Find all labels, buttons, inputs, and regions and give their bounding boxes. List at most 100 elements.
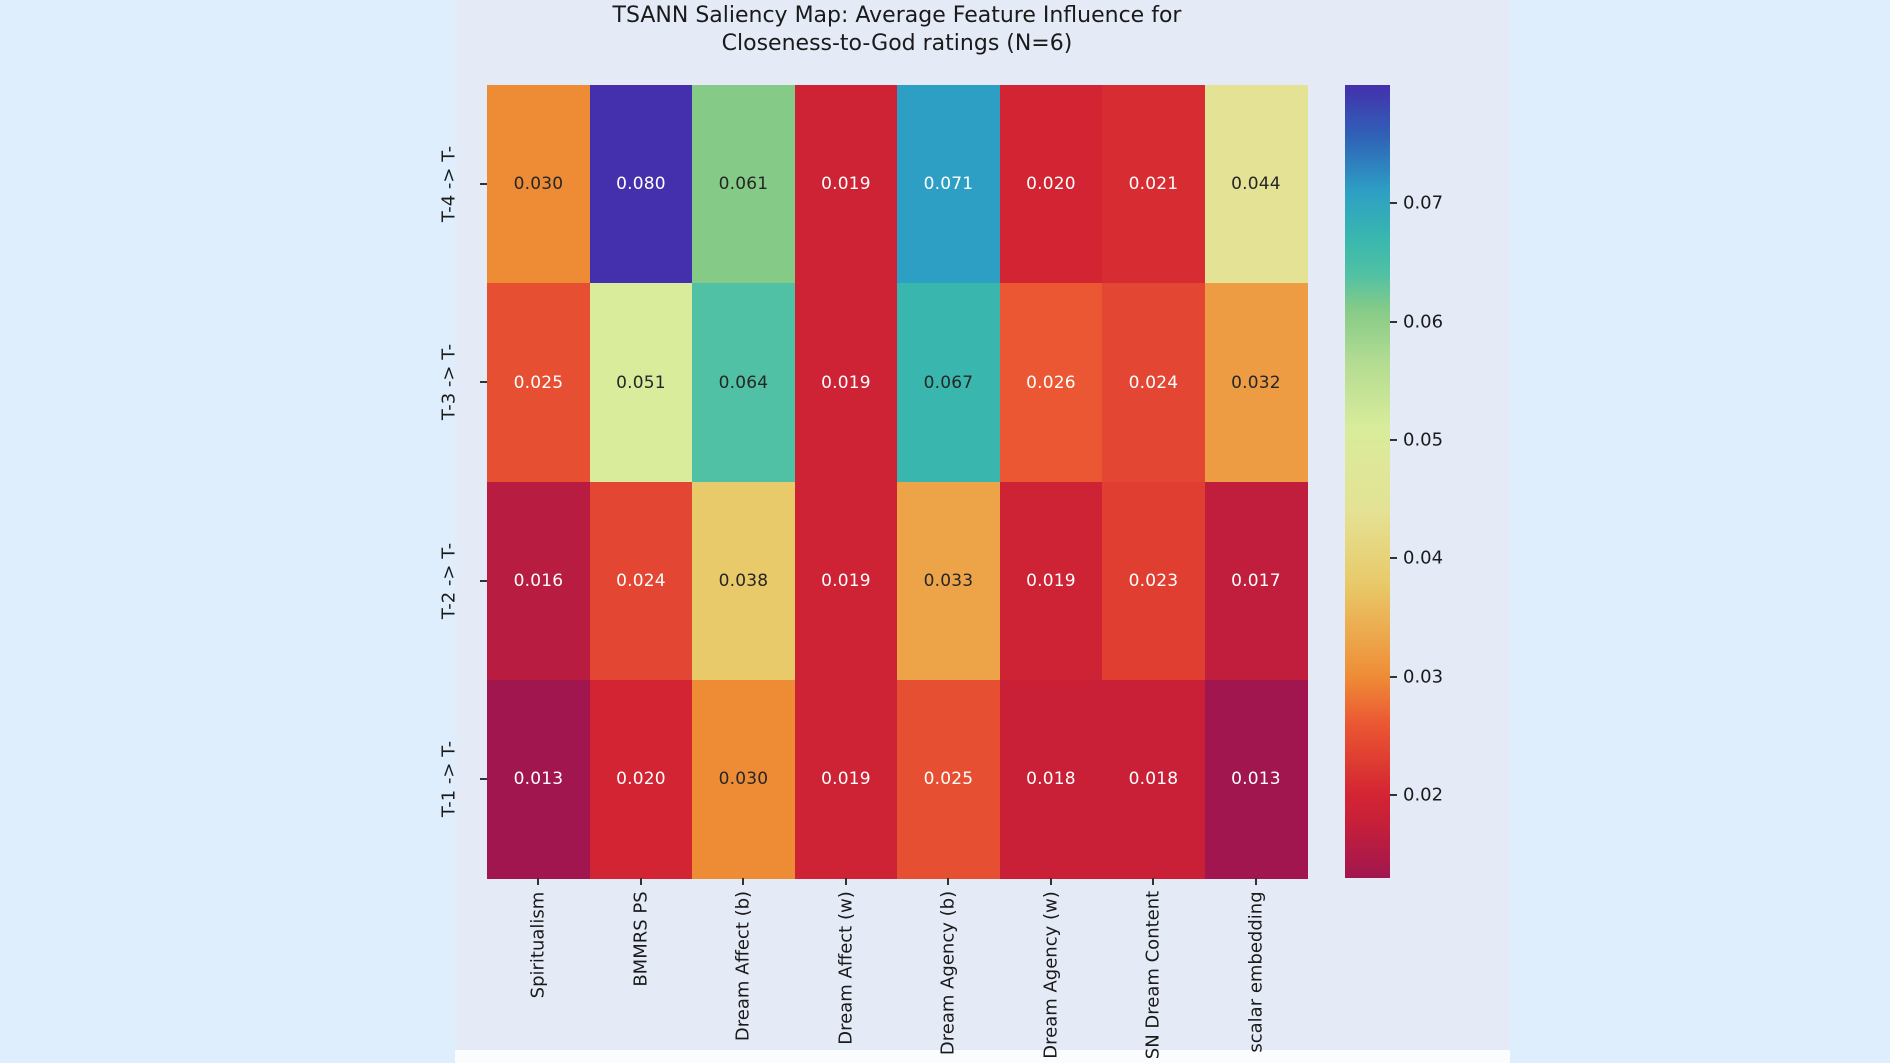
y-tick-label: T-4 -> T- [438,146,460,223]
x-tick-label: Dream Affect (b) [732,890,754,1042]
heatmap-cell: 0.019 [999,481,1103,681]
cell-value: 0.064 [718,372,769,393]
heatmap-plot-area: 0.030 0.080 0.061 0.019 0.071 0.020 0.021 0.044… [487,85,1308,879]
y-tick-label: T-2 -> T- [438,542,460,619]
cell-value: 0.067 [923,372,974,393]
x-tick-label: SN Dream Content [1142,890,1164,1060]
cell-value: 0.061 [718,174,769,195]
colorbar-tick [1390,794,1397,797]
colorbar-tick-label: 0.02 [1403,784,1444,806]
cell-value: 0.016 [513,570,564,591]
cell-value: 0.033 [923,570,974,591]
cell-value: 0.017 [1231,570,1281,591]
heatmap-cell: 0.024 [589,481,693,681]
x-axis-tick [947,878,950,885]
cell-value: 0.019 [821,570,871,591]
x-tick-label: Dream Agency (w) [1040,890,1062,1059]
heatmap-cell: 0.030 [487,85,590,284]
heatmap-cell: 0.020 [589,679,693,879]
heatmap-cell: 0.061 [692,85,795,284]
cell-value: 0.019 [821,769,871,790]
heatmap-cell: 0.019 [794,481,898,681]
colorbar-tick [1390,439,1397,442]
x-tick-label: Spiritualism [527,891,549,998]
y-tick-label: T-1 -> T- [438,740,460,817]
x-axis-tick [1254,878,1257,885]
heatmap-cell: 0.080 [589,85,693,284]
cell-value: 0.019 [1026,570,1076,591]
x-axis-tick [844,878,847,885]
x-axis-tick [537,878,540,885]
cell-value: 0.026 [1026,372,1076,393]
cell-value: 0.025 [513,372,564,393]
heatmap-cell: 0.018 [999,679,1103,879]
cell-value: 0.024 [616,570,666,591]
chart-title-line1: TSANN Saliency Map: Average Feature Infl… [612,3,1182,28]
cell-value: 0.019 [821,372,871,393]
x-axis-tick [1049,878,1052,885]
cell-value: 0.025 [923,769,974,790]
heatmap-cell: 0.016 [487,481,590,681]
cell-value: 0.019 [821,174,871,195]
heatmap-cell: 0.025 [487,283,590,482]
colorbar-tick [1390,675,1397,678]
heatmap-cell: 0.044 [1204,85,1308,284]
figure-bottom-strip [455,1050,1510,1063]
cell-value: 0.021 [1128,174,1179,195]
heatmap-cell: 0.071 [897,85,1000,284]
heatmap-cell: 0.023 [1102,481,1205,681]
heatmap-cell: 0.067 [897,283,1000,482]
heatmap-cell: 0.018 [1102,679,1205,879]
colorbar-tick [1390,202,1397,205]
cell-value: 0.018 [1128,769,1179,790]
heatmap-cell: 0.017 [1204,481,1308,681]
heatmap-cell: 0.033 [897,481,1000,681]
cell-value: 0.051 [616,372,666,393]
cell-value: 0.038 [718,570,769,591]
x-tick-label: Dream Affect (w) [835,890,857,1045]
cell-value: 0.018 [1026,769,1076,790]
y-tick-label: T-3 -> T- [438,344,460,421]
cell-value: 0.020 [1026,174,1076,195]
colorbar-tick-label: 0.07 [1403,192,1444,214]
heatmap-cell: 0.013 [1204,679,1308,879]
y-axis-tick [480,381,487,384]
cell-value: 0.030 [718,769,769,790]
heatmap-cell: 0.032 [1204,283,1308,482]
x-axis-tick [742,878,745,885]
x-tick-label: scalar embedding [1245,890,1267,1053]
cell-value: 0.020 [616,769,666,790]
heatmap-cell: 0.013 [487,679,590,879]
heatmap-cell: 0.051 [589,283,693,482]
cell-value: 0.071 [923,174,974,195]
heatmap-cell: 0.026 [999,283,1103,482]
heatmap-cell: 0.019 [794,85,898,284]
cell-value: 0.013 [513,769,564,790]
y-axis-tick [480,579,487,582]
heatmap-cell: 0.020 [999,85,1103,284]
heatmap-cell: 0.024 [1102,283,1205,482]
cell-value: 0.013 [1231,769,1281,790]
cell-value: 0.032 [1231,372,1281,393]
colorbar-tick-label: 0.03 [1403,666,1444,688]
x-axis-tick [639,878,642,885]
x-tick-label: Dream Agency (b) [937,890,959,1056]
colorbar-tick-label: 0.04 [1403,547,1444,569]
y-axis-tick [480,183,487,186]
chart-title-line2: Closeness-to-God ratings (N=6) [721,31,1073,56]
cell-value: 0.080 [616,174,666,195]
colorbar-tick [1390,557,1397,560]
cell-value: 0.023 [1128,570,1179,591]
heatmap-cell: 0.025 [897,679,1000,879]
heatmap-cell: 0.038 [692,481,795,681]
heatmap-cell: 0.030 [692,679,795,879]
heatmap-cell: 0.019 [794,283,898,482]
cell-value: 0.030 [513,174,564,195]
colorbar [1345,85,1390,878]
heatmap-cell: 0.064 [692,283,795,482]
colorbar-tick-label: 0.06 [1403,311,1444,333]
y-axis-tick [480,777,487,780]
heatmap-cell: 0.021 [1102,85,1205,284]
x-axis-tick [1152,878,1155,885]
